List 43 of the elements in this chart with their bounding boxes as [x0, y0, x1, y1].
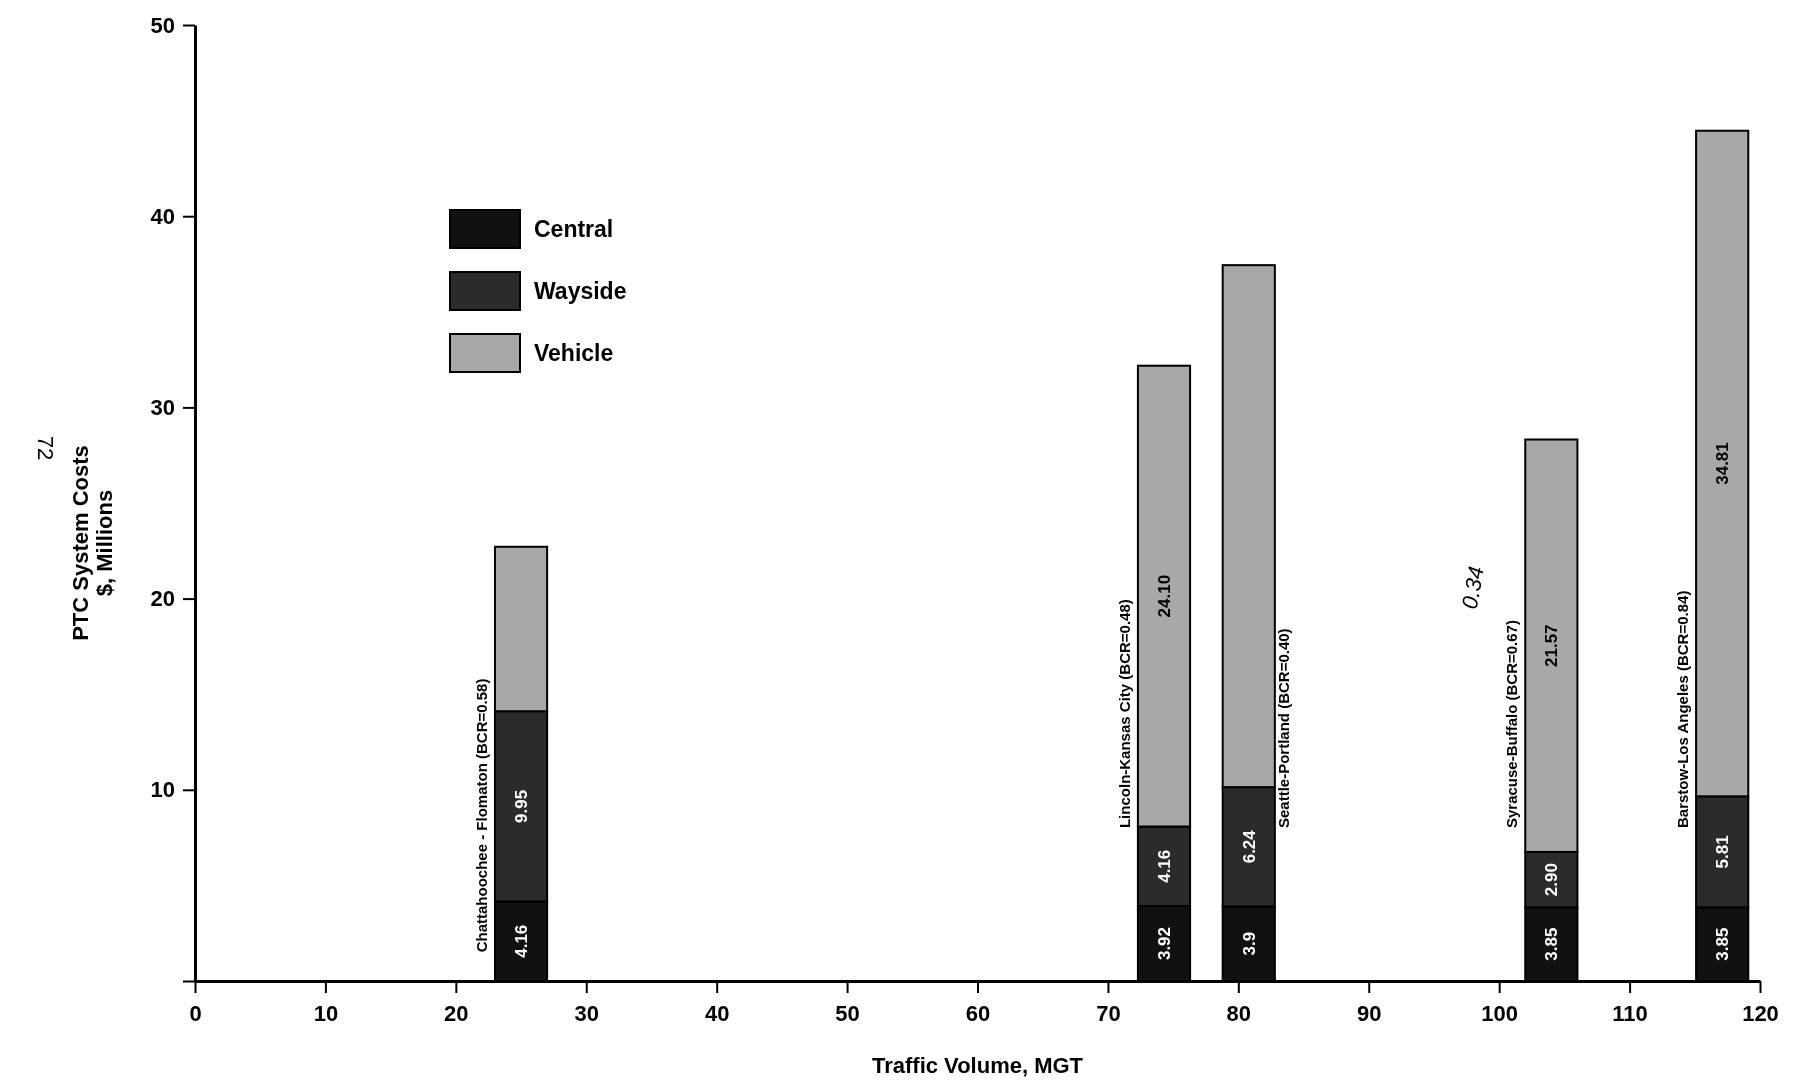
y-axis-title: PTC System Costs $, Millions [68, 445, 117, 641]
legend-label: Central [534, 216, 614, 243]
data-label: 3.85 [1713, 927, 1733, 961]
x-axis-title: Traffic Volume, MGT [871, 1053, 1084, 1078]
annotation: Seattle-Portland (BCR=0.40) [1274, 628, 1292, 829]
text: 72 [33, 435, 58, 461]
annotation: Chattahoochee - Flomaton (BCR=0.58) [472, 678, 490, 953]
legend-label: Wayside [534, 278, 627, 305]
data-label: 3.85 [1542, 927, 1562, 961]
annotation: Syracuse-Buffalo (BCR=0.67) [1503, 620, 1521, 829]
data-label: 9.95 [511, 789, 531, 823]
legend-label: Vehicle [534, 340, 614, 367]
x-tick-label: 60 [965, 1000, 991, 1026]
data-label: 3.92 [1154, 926, 1174, 961]
data-label: 4.16 [511, 924, 531, 958]
y-tick-label: 20 [150, 586, 175, 612]
annotation: Barstow-Los Angeles (BCR=0.84) [1674, 590, 1692, 829]
x-tick-label: 20 [444, 1000, 469, 1026]
x-tick-label: 100 [1481, 1000, 1519, 1026]
x-tick-label: 70 [1096, 1000, 1121, 1026]
data-label: 4.16 [1154, 849, 1174, 883]
data-label: 21.57 [1542, 624, 1562, 667]
y-tick-label: 50 [150, 12, 175, 38]
annotation: 0.34 [1456, 564, 1489, 611]
x-tick-label: 30 [574, 1000, 599, 1026]
x-tick-label: 90 [1357, 1000, 1382, 1026]
data-label: 34.81 [1713, 442, 1733, 485]
x-tick-label: 80 [1226, 1000, 1252, 1026]
x-tick-label: 40 [704, 1000, 730, 1026]
data-label: 3.9 [1239, 931, 1259, 956]
y-tick-label: 30 [150, 394, 175, 420]
data-label: 5.81 [1713, 835, 1733, 869]
x-tick-label: 110 [1612, 1000, 1648, 1026]
y-tick-label: 40 [150, 203, 175, 229]
data-label: 24.10 [1154, 574, 1174, 618]
x-tick-label: 0 [189, 1000, 202, 1026]
y-tick-label: 10 [150, 777, 175, 803]
x-tick-label: 10 [313, 1000, 339, 1026]
x-tick-label: 120 [1742, 1000, 1779, 1026]
data-label: 2.90 [1542, 863, 1562, 897]
annotation: Lincoln-Kansas City (BCR=0.48) [1115, 599, 1133, 829]
data-label: 6.24 [1239, 829, 1259, 864]
x-tick-label: 50 [835, 1000, 860, 1026]
